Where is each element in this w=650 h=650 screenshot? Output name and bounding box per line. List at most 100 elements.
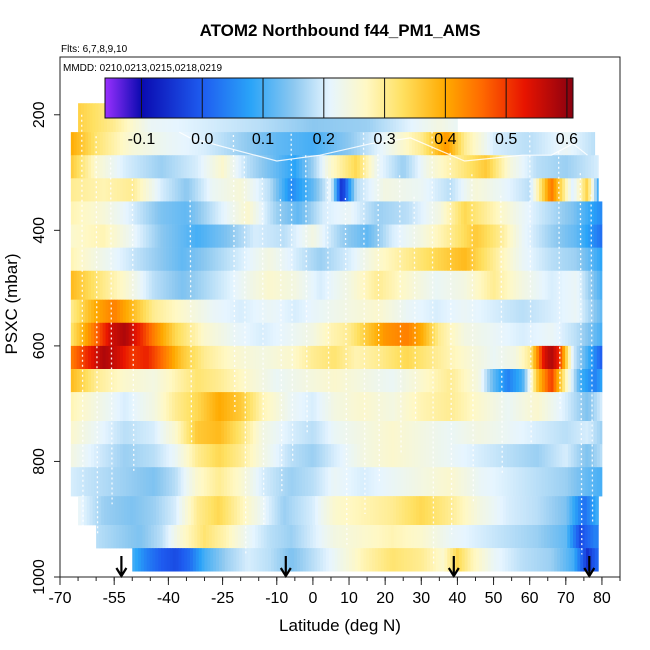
heat-cell	[443, 392, 447, 422]
heat-cell	[209, 322, 213, 347]
heat-cell	[306, 496, 310, 526]
heat-cell	[481, 421, 485, 445]
heat-cell	[348, 421, 352, 445]
heat-cell	[206, 132, 210, 156]
heat-cell	[299, 270, 303, 300]
heat-cell	[478, 369, 482, 393]
heat-cell	[385, 270, 390, 300]
heat-cell	[557, 548, 561, 572]
heat-cell	[429, 345, 433, 370]
heat-cell	[137, 467, 141, 497]
heat-cell	[567, 132, 572, 156]
heat-cell	[203, 421, 208, 445]
heat-cell	[420, 467, 424, 497]
heat-cell	[88, 421, 92, 445]
heat-cell	[140, 444, 144, 468]
heat-cell	[290, 178, 294, 202]
heat-cell	[498, 155, 502, 179]
heat-cell	[588, 270, 592, 300]
heat-cell	[116, 525, 120, 549]
heat-cell	[319, 444, 323, 468]
heat-cell	[555, 525, 559, 549]
heat-cell	[446, 345, 450, 370]
heat-cell	[504, 345, 508, 370]
heat-cell	[432, 392, 436, 422]
arrow-head	[447, 567, 460, 579]
heat-cell	[93, 178, 98, 202]
heat-cell	[536, 444, 540, 468]
heat-cell	[440, 299, 445, 324]
heat-cell	[599, 299, 603, 324]
heat-cell	[414, 444, 419, 468]
heat-cell	[586, 496, 591, 526]
heat-cell	[351, 132, 355, 156]
heat-cell	[160, 444, 164, 468]
heat-cell	[286, 496, 290, 526]
heat-cell	[148, 270, 153, 300]
heat-cell	[443, 322, 447, 347]
heat-cell	[495, 299, 500, 324]
heat-cell	[492, 201, 497, 225]
heat-cell	[198, 299, 202, 324]
heat-cell	[444, 548, 448, 572]
heat-cell	[96, 178, 101, 202]
heat-cell	[108, 467, 112, 497]
heat-cell	[377, 299, 381, 324]
heat-cell	[570, 270, 575, 300]
heat-cell	[108, 270, 112, 300]
heat-cell	[559, 178, 563, 202]
heat-cell	[128, 421, 132, 445]
heat-cell	[232, 201, 236, 225]
heat-cell	[380, 299, 384, 324]
heat-cell	[553, 444, 557, 468]
heat-cell	[252, 132, 257, 156]
heat-cell	[322, 247, 326, 272]
heat-cell	[85, 247, 89, 272]
heat-cell	[585, 392, 589, 422]
heat-cell	[599, 421, 603, 445]
heat-cell	[565, 247, 569, 272]
heat-cell	[591, 392, 595, 422]
heat-cell	[221, 247, 225, 272]
heat-cell	[582, 467, 586, 497]
heat-cell	[374, 270, 378, 300]
heat-cell	[88, 178, 92, 202]
heat-cell	[432, 444, 436, 468]
heat-cell	[452, 421, 456, 445]
heat-cell	[93, 345, 98, 370]
heat-cell	[469, 421, 473, 445]
heat-cell	[593, 345, 598, 370]
heat-cell	[213, 496, 218, 526]
heat-cell	[198, 247, 202, 272]
x-tick-label: 20	[376, 590, 394, 607]
heat-cell	[541, 421, 546, 445]
heat-cell	[556, 392, 560, 422]
heat-cell	[596, 369, 601, 393]
heat-cell	[235, 270, 239, 300]
heat-cell	[515, 369, 520, 393]
heat-cell	[186, 132, 190, 156]
heat-cell	[79, 247, 83, 272]
heat-cell	[137, 132, 141, 156]
heat-cell	[533, 444, 537, 468]
heat-cell	[446, 270, 450, 300]
heat-cell	[388, 444, 393, 468]
heat-cell	[342, 270, 346, 300]
heat-cell	[91, 201, 95, 225]
heat-cell	[472, 178, 476, 202]
heat-cell	[475, 322, 479, 347]
heat-cell	[304, 421, 309, 445]
heat-cell	[258, 345, 262, 370]
heat-cell	[111, 467, 115, 497]
heat-cell	[226, 421, 231, 445]
heat-cell	[348, 178, 352, 202]
heat-cell	[257, 496, 261, 526]
heat-cell	[579, 270, 583, 300]
heat-cell	[435, 467, 439, 497]
heat-cell	[582, 369, 586, 393]
y-tick-label: 1000	[31, 559, 48, 595]
heat-cell	[505, 548, 509, 572]
heat-cell	[160, 345, 164, 370]
heat-cell	[270, 178, 274, 202]
heat-cell	[531, 496, 536, 526]
